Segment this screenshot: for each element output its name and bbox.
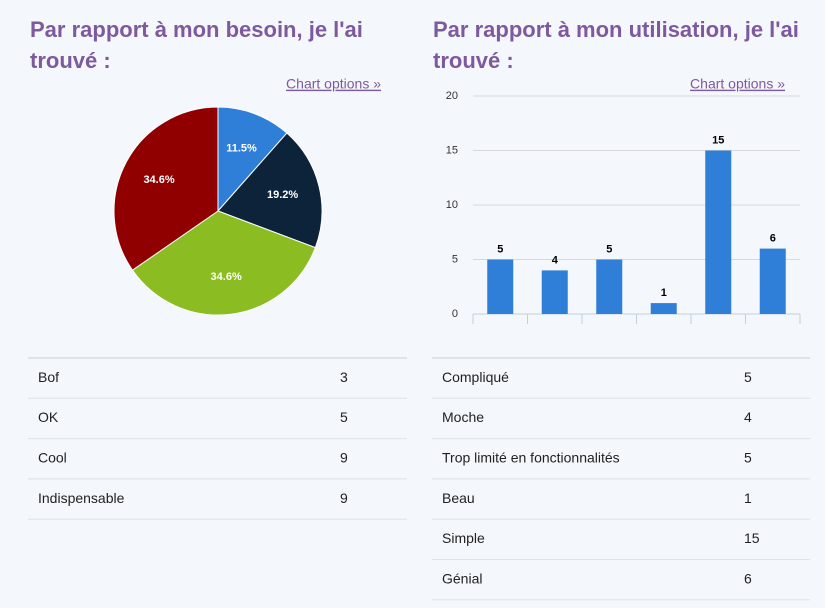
table-value: 1: [744, 490, 752, 506]
y-tick-label: 10: [446, 199, 458, 211]
table-label: Cool: [38, 449, 67, 465]
bar: [487, 259, 514, 314]
pie-slice: [217, 132, 323, 249]
chart-options-link[interactable]: Chart options »: [690, 76, 785, 92]
chart-title: Par rapport à mon utilisation, je l'ai t…: [433, 17, 799, 73]
bar-value-label: 6: [770, 233, 776, 245]
table-value: 3: [340, 369, 348, 385]
table-value: 4: [744, 409, 752, 425]
bar-value-label: 1: [661, 287, 667, 299]
y-tick-label: 15: [446, 144, 458, 156]
y-tick-label: 20: [446, 90, 458, 102]
table-label: Indispensable: [38, 490, 125, 506]
table-label: Beau: [442, 490, 475, 506]
slice-label: 11.5%: [226, 143, 257, 155]
y-tick-label: 5: [452, 253, 458, 265]
bar-value-label: 15: [712, 134, 724, 146]
bar: [596, 259, 623, 314]
table-value: 5: [340, 409, 348, 425]
bar-value-label: 4: [552, 254, 559, 266]
pie-slice: [131, 210, 316, 316]
y-tick-label: 0: [452, 308, 458, 320]
table-value: 6: [744, 570, 752, 586]
slice-label: 34.6%: [211, 271, 242, 283]
bar: [705, 150, 732, 314]
bar: [759, 248, 786, 314]
chart-title: Par rapport à mon besoin, je l'ai trouvé…: [30, 17, 363, 73]
table-label: OK: [38, 409, 59, 425]
chart-options-link[interactable]: Chart options »: [286, 76, 381, 92]
table-value: 5: [744, 449, 752, 465]
table-label: Trop limité en fonctionnalités: [442, 449, 620, 465]
bar: [541, 270, 568, 314]
table-value: 5: [744, 369, 752, 385]
table-value: 9: [340, 449, 348, 465]
slice-label: 34.6%: [143, 174, 174, 186]
bar-value-label: 5: [497, 243, 503, 255]
pie-slice: [113, 106, 219, 271]
table-value: 9: [340, 490, 348, 506]
table-label: Bof: [38, 369, 59, 385]
table-label: Moche: [442, 409, 484, 425]
slice-label: 19.2%: [267, 189, 298, 201]
table-label: Génial: [442, 570, 482, 586]
pie-slice: [217, 106, 288, 213]
bar: [650, 303, 677, 314]
table-label: Simple: [442, 530, 485, 546]
table-value: 15: [744, 530, 760, 546]
bar-value-label: 5: [606, 243, 612, 255]
table-label: Compliqué: [442, 369, 509, 385]
